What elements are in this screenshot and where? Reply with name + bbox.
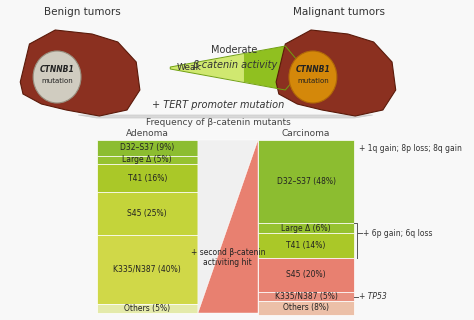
- Text: S45 (20%): S45 (20%): [286, 270, 326, 279]
- Text: β-catenin activity: β-catenin activity: [192, 60, 277, 70]
- Text: Frequency of β-catenin mutants: Frequency of β-catenin mutants: [146, 117, 291, 126]
- Text: CTNNB1: CTNNB1: [40, 65, 74, 74]
- Text: + 1q gain; 8p loss; 8q gain: + 1q gain; 8p loss; 8q gain: [359, 143, 462, 153]
- Text: D32–S37 (9%): D32–S37 (9%): [120, 143, 174, 152]
- Text: CTNNB1: CTNNB1: [295, 65, 330, 74]
- Text: mutation: mutation: [41, 78, 73, 84]
- Bar: [97, 156, 198, 164]
- Polygon shape: [78, 115, 373, 118]
- Text: K335/N387 (40%): K335/N387 (40%): [113, 265, 181, 274]
- Text: Benign tumors: Benign tumors: [45, 7, 121, 17]
- Polygon shape: [276, 30, 396, 116]
- Text: Malignant tumors: Malignant tumors: [292, 7, 385, 17]
- Text: High: High: [307, 62, 328, 71]
- Text: T41 (14%): T41 (14%): [286, 241, 326, 250]
- Text: Large Δ (5%): Large Δ (5%): [122, 156, 172, 164]
- Polygon shape: [170, 54, 244, 82]
- Text: mutation: mutation: [297, 78, 329, 84]
- Bar: [97, 235, 198, 304]
- Bar: [258, 233, 355, 258]
- Text: Carcinoma: Carcinoma: [282, 129, 330, 138]
- Text: Others (5%): Others (5%): [124, 304, 170, 313]
- Text: Adenoma: Adenoma: [126, 129, 169, 138]
- Polygon shape: [198, 140, 258, 313]
- Text: T41 (16%): T41 (16%): [128, 173, 167, 182]
- Text: D32–S37 (48%): D32–S37 (48%): [276, 177, 336, 186]
- Text: S45 (25%): S45 (25%): [128, 209, 167, 218]
- Bar: [258, 223, 355, 233]
- Text: + 6p gain; 6q loss: + 6p gain; 6q loss: [363, 229, 432, 238]
- Bar: [97, 164, 198, 192]
- Text: K335/N387 (5%): K335/N387 (5%): [274, 292, 337, 301]
- Bar: [258, 301, 355, 315]
- Text: Others (8%): Others (8%): [283, 303, 329, 312]
- Bar: [258, 258, 355, 292]
- Bar: [258, 140, 355, 223]
- Polygon shape: [198, 140, 258, 313]
- Text: + TP53: + TP53: [359, 292, 387, 301]
- Text: + TERT promoter mutation: + TERT promoter mutation: [152, 100, 284, 110]
- Text: Large Δ (6%): Large Δ (6%): [281, 224, 331, 233]
- Text: + second β-catenin
activiting hit: + second β-catenin activiting hit: [191, 248, 265, 267]
- Text: Weak: Weak: [177, 62, 201, 71]
- Polygon shape: [20, 30, 140, 116]
- Bar: [97, 304, 198, 313]
- Bar: [258, 292, 355, 301]
- Polygon shape: [244, 46, 304, 90]
- Text: Moderate: Moderate: [211, 45, 258, 55]
- Circle shape: [289, 51, 337, 103]
- Circle shape: [33, 51, 81, 103]
- Bar: [97, 192, 198, 235]
- Bar: [97, 140, 198, 156]
